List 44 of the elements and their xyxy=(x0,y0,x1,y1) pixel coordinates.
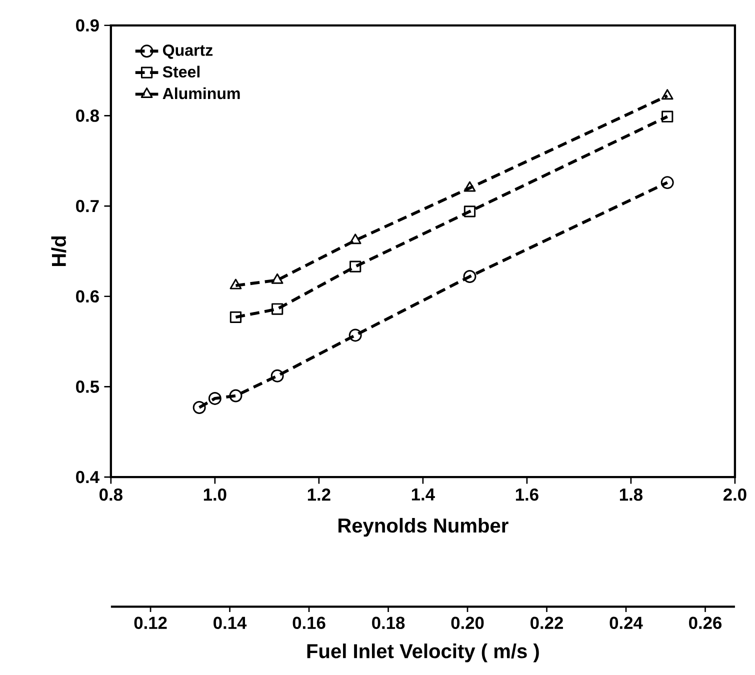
y-tick-label: 0.9 xyxy=(76,19,99,32)
x-tick-label: 2.0 xyxy=(723,488,746,501)
x2-tick-label: 0.26 xyxy=(689,616,722,630)
y-tick-label: 0.7 xyxy=(76,200,99,212)
point xyxy=(348,328,362,342)
x2-tick-label: 0.16 xyxy=(292,616,326,630)
x-tick-label: 1.2 xyxy=(308,488,330,501)
x2-axis-title: Fuel Inlet Velocity ( m/s ) xyxy=(307,644,539,662)
x-tick-label: 1.4 xyxy=(412,488,435,500)
point xyxy=(271,273,284,284)
legend-label: Steel xyxy=(162,66,200,78)
point xyxy=(463,270,476,284)
point xyxy=(229,389,242,402)
x2-tick-label: 0.12 xyxy=(134,616,167,630)
point xyxy=(230,278,242,290)
point xyxy=(464,181,476,192)
x-axis-title: Reynolds Number xyxy=(338,518,508,537)
x-tick-label: 0.8 xyxy=(100,488,122,501)
y-axis-title: H/d xyxy=(51,236,66,266)
point xyxy=(464,206,476,218)
y-tick-label: 0.4 xyxy=(76,470,100,484)
point xyxy=(349,234,362,244)
x-tick-label: 1.6 xyxy=(516,488,538,501)
x2-tick-label: 0.22 xyxy=(530,616,563,630)
point xyxy=(230,311,242,324)
point xyxy=(270,369,284,382)
x2-tick-label: 0.20 xyxy=(451,616,484,630)
x-tick-label: 1.0 xyxy=(204,488,226,501)
y-tick-label: 0.8 xyxy=(76,110,99,122)
x2-tick-label: 0.18 xyxy=(372,616,405,630)
point xyxy=(272,303,284,315)
point xyxy=(192,401,206,414)
x2-tick-label: 0.24 xyxy=(610,616,643,630)
point xyxy=(208,392,222,406)
y-tick-label: 0.5 xyxy=(76,380,100,393)
y-tick-label: 0.6 xyxy=(76,290,99,303)
point xyxy=(660,176,674,190)
legend-label: Aluminum xyxy=(162,88,240,100)
x2-tick-label: 0.14 xyxy=(214,616,247,630)
point xyxy=(350,260,362,272)
legend-label: Quartz xyxy=(162,44,213,59)
point xyxy=(661,89,674,100)
x-tick-label: 1.8 xyxy=(620,488,642,501)
point xyxy=(662,110,674,123)
